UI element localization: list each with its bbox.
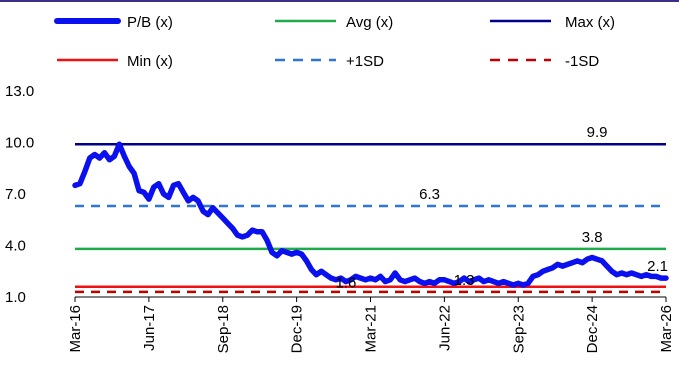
x-tick-label: Sep-18 [215,305,232,353]
value-annotation: 3.8 [582,229,603,246]
y-axis: 13.0 10.0 7.0 4.0 1.0 [5,83,34,306]
x-tick-label: Dec-24 [584,305,601,353]
y-tick-label: 4.0 [5,238,26,255]
legend-item-avg: Avg (x) [275,14,393,31]
legend-label-min: Min (x) [127,53,173,70]
legend-label-plus1sd: +1SD [346,53,384,70]
legend-label-minus1sd: -1SD [565,53,599,70]
x-tick-label: Mar-26 [658,305,675,353]
y-tick-label: 7.0 [5,186,26,203]
x-tick-label: Jun-22 [436,305,453,351]
legend: P/B (x) Avg (x) Max (x) Min (x) +1SD -1S… [54,14,615,70]
value-annotation: 6.3 [419,186,440,203]
legend-item-minus1sd: -1SD [490,53,599,70]
value-annotation: 9.9 [587,124,608,141]
x-tick-label: Jun-17 [141,305,158,351]
y-tick-label: 1.0 [5,289,26,306]
legend-label-max: Max (x) [565,14,615,31]
plot-area [72,141,669,294]
pb-series-line [72,141,669,288]
value-annotation: 1.6 [335,275,356,292]
x-tick-label: Mar-16 [67,305,84,353]
legend-item-plus1sd: +1SD [275,53,384,70]
legend-label-avg: Avg (x) [346,14,393,31]
annotations: 9.9 6.3 3.8 2.1 1.6 1.3 [335,124,668,291]
y-tick-label: 10.0 [5,135,34,152]
legend-item-max: Max (x) [490,14,615,31]
x-tick-label: Sep-23 [510,305,527,353]
x-axis: Mar-16 Jun-17 Sep-18 Dec-19 Mar-21 Jun-22 Sep-… [67,296,675,353]
y-tick-label: 13.0 [5,83,34,100]
x-tick-label: Mar-21 [363,305,380,353]
legend-item-min: Min (x) [57,53,173,70]
value-annotation: 2.1 [647,258,668,275]
legend-label-pb: P/B (x) [127,14,173,31]
value-annotation: 1.3 [454,272,475,289]
x-tick-label: Dec-19 [289,305,306,353]
legend-item-pb: P/B (x) [54,14,173,31]
